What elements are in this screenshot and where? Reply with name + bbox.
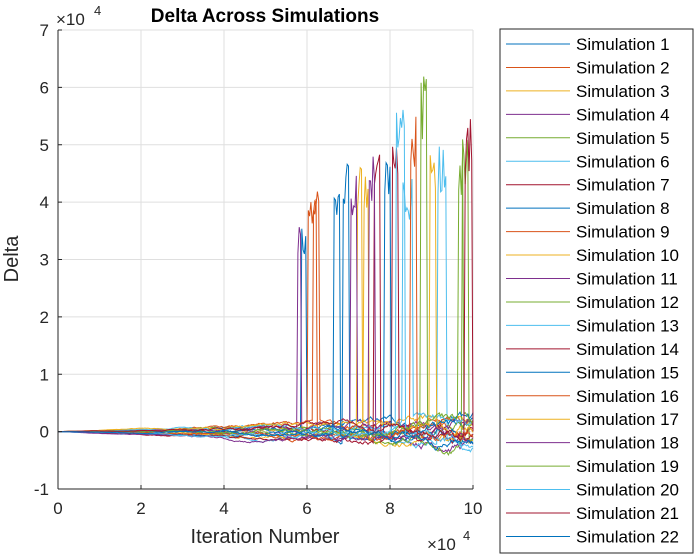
legend-label: Simulation 4 — [576, 105, 670, 124]
y-tick-label: 2 — [40, 308, 49, 327]
y-tick-label: 4 — [40, 193, 49, 212]
legend-label: Simulation 3 — [576, 82, 670, 101]
x-tick-label: 8 — [385, 499, 394, 518]
series-line — [58, 193, 474, 451]
x-exponent-base: ×10 — [427, 535, 456, 554]
series-line — [57, 156, 474, 445]
x-exponent-power: 4 — [463, 528, 470, 543]
y-tick-label: 0 — [40, 423, 49, 442]
legend-label: Simulation 5 — [576, 129, 670, 148]
y-tick-label: 3 — [40, 251, 49, 270]
legend-label: Simulation 13 — [576, 316, 679, 335]
legend-label: Simulation 10 — [576, 246, 679, 265]
legend-label: Simulation 19 — [576, 457, 679, 476]
y-tick-label: -1 — [34, 480, 49, 499]
legend-label: Simulation 2 — [576, 58, 670, 77]
y-exponent-base: ×10 — [56, 10, 85, 29]
legend: Simulation 1 Simulation 2 Simulation 3 Simu… — [499, 28, 694, 554]
y-tick-label: 7 — [40, 21, 49, 40]
legend-label: Simulation 16 — [576, 387, 679, 406]
legend-label: Simulation 14 — [576, 340, 679, 359]
x-tick-label: 2 — [136, 499, 145, 518]
y-exponent: ×10 4 — [56, 3, 101, 29]
x-tick-label: 0 — [53, 499, 62, 518]
x-tick-label: 6 — [302, 499, 311, 518]
chart-title: Delta Across Simulations — [151, 6, 379, 27]
x-tick-label: 4 — [219, 499, 228, 518]
legend-label: Simulation 8 — [576, 199, 670, 218]
x-exponent: ×10 4 — [427, 528, 470, 554]
legend-label: Simulation 21 — [576, 504, 679, 523]
legend-label: Simulation 11 — [576, 270, 678, 289]
legend-label: Simulation 7 — [576, 176, 670, 195]
legend-label: Simulation 18 — [576, 434, 679, 453]
y-tick-label: 6 — [40, 78, 49, 97]
legend-label: Simulation 9 — [576, 223, 670, 242]
legend-label: Simulation 20 — [576, 481, 679, 500]
legend-label: Simulation 12 — [576, 293, 679, 312]
y-tick-label: 1 — [40, 365, 49, 384]
legend-label: Simulation 15 — [576, 363, 679, 382]
legend-label: Simulation 6 — [576, 152, 670, 171]
x-axis-label: Iteration Number — [191, 526, 340, 548]
legend-label: Simulation 17 — [576, 410, 679, 429]
legend-label: Simulation 1 — [576, 35, 670, 54]
plot-lines — [57, 76, 474, 457]
x-tick-label: 10 — [464, 499, 483, 518]
legend-label: Simulation 22 — [576, 527, 679, 546]
y-tick-label: 5 — [40, 136, 49, 155]
series-line — [58, 119, 474, 439]
y-axis-label: Delta — [1, 235, 23, 283]
y-exponent-power: 4 — [94, 3, 101, 18]
